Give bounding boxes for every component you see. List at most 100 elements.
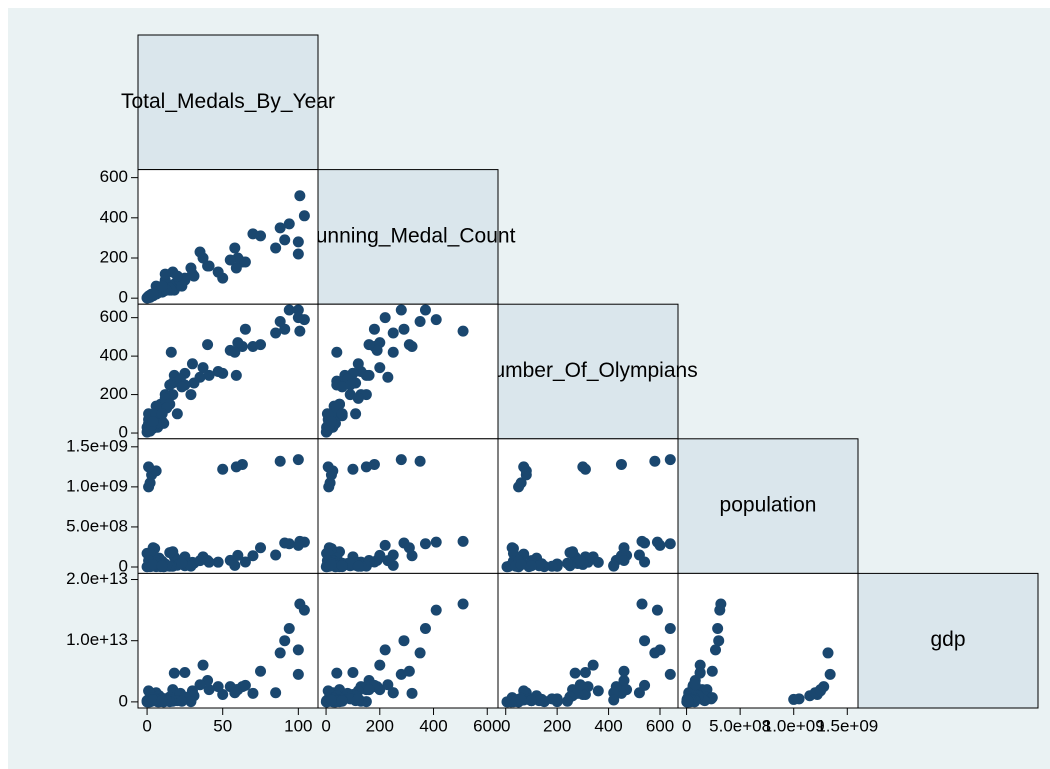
point (574, 679, 586, 691)
point (274, 222, 286, 234)
point (419, 304, 431, 316)
point (255, 665, 267, 677)
point (156, 408, 168, 420)
x-tick-label: 200 (366, 716, 394, 735)
y-tick-label: 400 (100, 346, 128, 365)
point (279, 234, 291, 246)
point (229, 687, 241, 699)
y-tick-label: 0 (119, 556, 128, 575)
point (347, 667, 359, 679)
point (229, 242, 241, 254)
point (398, 323, 410, 335)
y-tick-label: 5.0e+08 (66, 516, 128, 535)
point (292, 668, 304, 680)
point (331, 346, 343, 358)
point (294, 325, 306, 337)
point (387, 687, 399, 699)
point (171, 270, 183, 282)
point (368, 323, 380, 335)
point (212, 681, 224, 693)
point (664, 454, 676, 466)
point (352, 392, 364, 404)
point (579, 463, 591, 475)
point (579, 667, 591, 679)
point (618, 555, 630, 567)
point (239, 556, 251, 568)
point (649, 455, 661, 467)
point (395, 304, 407, 316)
point (212, 556, 224, 568)
point (569, 667, 581, 679)
point (283, 304, 295, 316)
y-tick-label: 200 (100, 247, 128, 266)
point (515, 477, 527, 489)
point (179, 667, 191, 679)
y-tick-label: 1.5e+09 (66, 436, 128, 455)
point (229, 346, 241, 358)
point (156, 560, 168, 572)
point (352, 560, 364, 572)
point (194, 371, 206, 383)
point (274, 647, 286, 659)
point (270, 242, 282, 254)
point (185, 696, 197, 708)
x-tick-label: 400 (594, 716, 622, 735)
point (255, 542, 267, 554)
point (292, 539, 304, 551)
point (618, 674, 630, 686)
point (230, 461, 242, 473)
point (224, 254, 236, 266)
x-tick-label: 600 (646, 716, 674, 735)
point (159, 268, 171, 280)
x-tick-label: 5.0e+08 (709, 716, 771, 735)
point (143, 461, 155, 473)
point (515, 559, 527, 571)
point (147, 415, 159, 427)
point (270, 327, 282, 339)
y-tick-label: 400 (100, 207, 128, 226)
point (176, 557, 188, 569)
point (430, 604, 442, 616)
point (403, 339, 415, 351)
point (608, 694, 620, 706)
y-tick-label: 0 (119, 691, 128, 710)
point (379, 312, 391, 324)
point (564, 547, 576, 559)
point (608, 560, 620, 572)
point (197, 659, 209, 671)
point (561, 695, 573, 707)
point (336, 408, 348, 420)
point (292, 304, 304, 316)
point (533, 695, 545, 707)
point (279, 635, 291, 647)
point (147, 559, 159, 571)
point (649, 647, 661, 659)
point (419, 538, 431, 550)
point (203, 684, 215, 696)
point (194, 246, 206, 258)
point (176, 695, 188, 707)
point (147, 694, 159, 706)
point (710, 644, 721, 656)
point (203, 260, 215, 272)
point (352, 358, 364, 370)
point (682, 695, 694, 707)
point (592, 685, 604, 697)
point (561, 557, 573, 569)
point (379, 539, 391, 551)
point (518, 461, 530, 473)
point (156, 280, 168, 292)
point (168, 667, 180, 679)
point (292, 454, 304, 466)
point (664, 622, 676, 634)
point (336, 695, 348, 707)
x-tick-label: 100 (284, 716, 312, 735)
point (239, 256, 251, 268)
point (414, 647, 426, 659)
point (247, 687, 259, 699)
point (255, 339, 267, 351)
point (147, 288, 159, 300)
y-tick-label: 600 (100, 167, 128, 186)
point (194, 555, 206, 567)
point (232, 337, 244, 349)
